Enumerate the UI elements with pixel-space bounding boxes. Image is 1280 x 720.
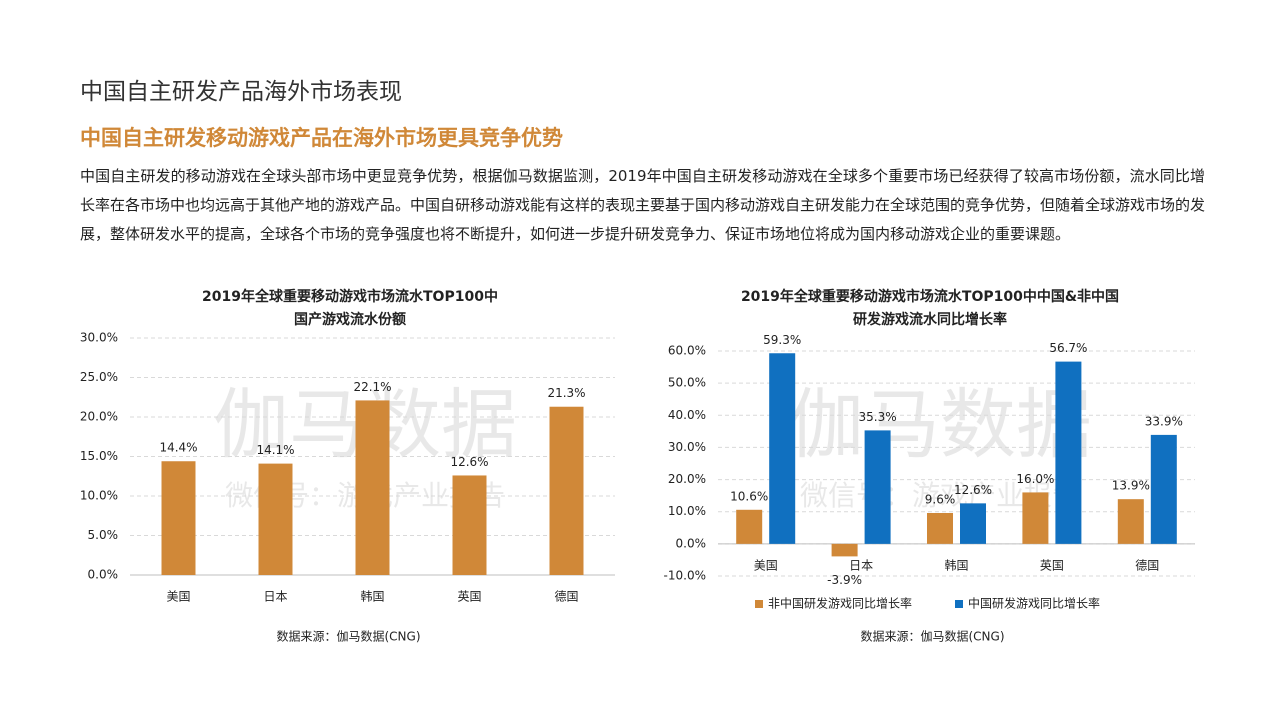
bar [258, 463, 293, 575]
y-tick-label: 10.0% [80, 489, 118, 503]
legend-label: 非中国研发游戏同比增长率 [768, 596, 912, 611]
y-tick-label: 0.0% [88, 568, 119, 582]
x-tick-label: 美国 [754, 559, 778, 573]
y-tick-label: 20.0% [80, 410, 118, 424]
bar [161, 461, 196, 575]
bar [549, 406, 584, 575]
y-tick-label: 15.0% [80, 449, 118, 463]
chart-title: 国产游戏流水份额 [294, 311, 406, 328]
bar [960, 503, 986, 544]
source: 数据来源：伽马数据(CNG) [276, 629, 420, 644]
data-label: 9.6% [925, 493, 956, 507]
y-tick-label: 40.0% [668, 408, 706, 422]
y-tick-label: 25.0% [80, 370, 118, 384]
bar [864, 430, 891, 544]
x-tick-label: 日本 [263, 590, 287, 604]
watermark: 伽马数据 [788, 380, 1092, 469]
bar [1117, 499, 1144, 544]
bar [927, 513, 953, 544]
y-tick-label: 50.0% [668, 376, 706, 390]
legend-swatch [955, 600, 963, 608]
chart-title: 2019年全球重要移动游戏市场流水TOP100中 [202, 288, 498, 305]
data-label: -3.9% [827, 573, 862, 587]
heading: 中国自主研发移动游戏产品在海外市场更具竞争优势 [80, 126, 563, 150]
x-tick-label: 美国 [166, 590, 190, 604]
x-tick-label: 韩国 [944, 558, 968, 573]
data-label: 33.9% [1145, 414, 1183, 428]
bar [355, 400, 390, 575]
data-label: 35.3% [859, 410, 897, 424]
data-label: 12.6% [954, 483, 992, 497]
bar [736, 509, 763, 544]
bar [452, 475, 487, 575]
bar [1055, 361, 1082, 544]
y-tick-label: 60.0% [668, 344, 706, 358]
x-tick-label: 日本 [849, 559, 873, 573]
legend-swatch [755, 600, 763, 608]
x-tick-label: 德国 [554, 589, 578, 604]
data-label: 14.1% [256, 443, 294, 457]
data-label: 59.3% [763, 333, 801, 347]
bar [1150, 434, 1177, 544]
data-label: 22.1% [353, 380, 391, 394]
chart-title: 2019年全球重要移动游戏市场流水TOP100中中国&非中国 [741, 288, 1119, 305]
y-tick-label: 10.0% [668, 504, 706, 518]
data-label: 13.9% [1112, 479, 1150, 493]
y-tick-label: 30.0% [80, 331, 118, 345]
y-tick-label: 30.0% [668, 440, 706, 454]
data-label: 56.7% [1049, 341, 1087, 355]
x-tick-label: 英国 [457, 590, 481, 604]
data-label: 14.4% [159, 441, 197, 455]
data-label: 12.6% [450, 455, 488, 469]
x-tick-label: 英国 [1040, 559, 1064, 573]
legend-label: 中国研发游戏同比增长率 [968, 596, 1100, 611]
chart-title: 研发游戏流水同比增长率 [853, 311, 1007, 328]
bar [1022, 492, 1049, 544]
data-label: 10.6% [730, 489, 768, 503]
y-tick-label: 5.0% [88, 528, 119, 542]
y-tick-label: -10.0% [664, 569, 706, 583]
data-label: 21.3% [547, 386, 585, 400]
y-tick-label: 0.0% [676, 536, 707, 550]
section-title: 中国自主研发产品海外市场表现 [80, 79, 402, 105]
x-tick-label: 德国 [1135, 558, 1159, 573]
x-tick-label: 韩国 [360, 589, 384, 604]
paragraph: 中国自主研发的移动游戏在全球头部市场中更显竞争优势，根据伽马数据监测，2019年… [80, 167, 1206, 243]
bar [769, 353, 796, 544]
source: 数据来源：伽马数据(CNG) [860, 629, 1004, 644]
bar [831, 543, 858, 557]
data-label: 16.0% [1016, 472, 1054, 486]
y-tick-label: 20.0% [668, 472, 706, 486]
